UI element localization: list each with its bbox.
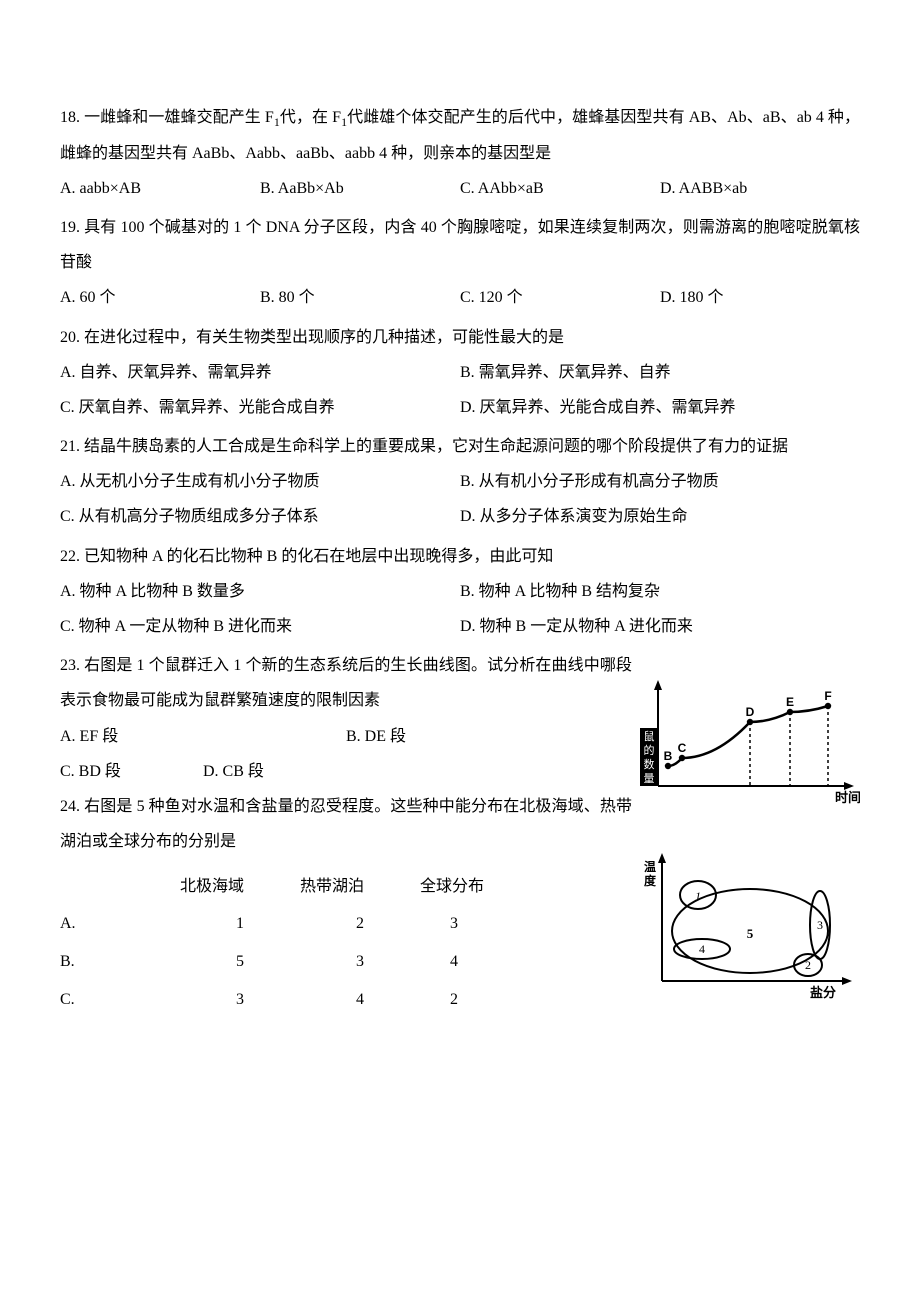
q18-stem-part1: 18. 一雌蜂和一雄蜂交配产生 F bbox=[60, 109, 274, 126]
q20-opt-a: A. 自养、厌氧异养、需氧异养 bbox=[60, 355, 460, 390]
q18-stem-part2: 代，在 F bbox=[280, 109, 341, 126]
cell: 4 bbox=[420, 943, 570, 981]
q22-opt-c: C. 物种 A 一定从物种 B 进化而来 bbox=[60, 609, 460, 644]
q24-header-lead bbox=[60, 869, 180, 904]
q21-opt-b: B. 从有机小分子形成有机高分子物质 bbox=[460, 464, 860, 499]
question-19: 19. 具有 100 个碱基对的 1 个 DNA 分子区段，内含 40 个胸腺嘧… bbox=[60, 210, 860, 316]
exam-page: 18. 一雌蜂和一雄蜂交配产生 F1代，在 F1代雌雄个体交配产生的后代中，雄蜂… bbox=[0, 0, 920, 1302]
q18-opt-b: B. AaBb×Ab bbox=[260, 171, 460, 206]
q23-options: A. EF 段 B. DE 段 C. BD 段 D. CB 段 bbox=[60, 719, 632, 789]
q18-opt-d: D. AABB×ab bbox=[660, 171, 860, 206]
svg-text:量: 量 bbox=[644, 772, 655, 785]
q24-header-col1: 北极海域 bbox=[180, 869, 300, 904]
q23-figure: 鼠的数量BC D E F 时间 bbox=[640, 678, 860, 821]
q21-opt-a: A. 从无机小分子生成有机小分子物质 bbox=[60, 464, 460, 499]
q19-opt-c: C. 120 个 bbox=[460, 280, 660, 315]
table-row: C.342 bbox=[60, 981, 640, 1019]
q21-stem: 21. 结晶牛胰岛素的人工合成是生命科学上的重要成果，它对生命起源问题的哪个阶段… bbox=[60, 429, 860, 464]
q24-figure: 温度盐分 5 1 3 2 4 bbox=[640, 853, 860, 1016]
q23-opt-a: A. EF 段 bbox=[60, 719, 346, 754]
svg-text:时间: 时间 bbox=[835, 790, 860, 805]
q22-options: A. 物种 A 比物种 B 数量多 B. 物种 A 比物种 B 结构复杂 C. … bbox=[60, 574, 860, 644]
row-lead: C. bbox=[60, 981, 180, 1019]
question-24: 北极海域 热带湖泊 全球分布 A.123B.534C.342 温度盐分51324 bbox=[60, 863, 860, 1026]
row-lead: A. bbox=[60, 905, 180, 943]
cell: 4 bbox=[300, 981, 420, 1019]
svg-text:的: 的 bbox=[644, 743, 655, 757]
svg-text:温: 温 bbox=[644, 860, 656, 874]
q22-opt-b: B. 物种 A 比物种 B 结构复杂 bbox=[460, 574, 860, 609]
q22-opt-a: A. 物种 A 比物种 B 数量多 bbox=[60, 574, 460, 609]
table-row: A.123 bbox=[60, 905, 640, 943]
question-18: 18. 一雌蜂和一雄蜂交配产生 F1代，在 F1代雌雄个体交配产生的后代中，雄蜂… bbox=[60, 100, 860, 206]
question-22: 22. 已知物种 A 的化石比物种 B 的化石在地层中出现晚得多，由此可知 A.… bbox=[60, 539, 860, 645]
q23-opt-b: B. DE 段 bbox=[346, 719, 632, 754]
cell: 2 bbox=[300, 905, 420, 943]
svg-text:3: 3 bbox=[817, 918, 823, 932]
svg-text:D: D bbox=[746, 705, 755, 719]
svg-text:盐分: 盐分 bbox=[810, 985, 836, 1000]
q22-opt-d: D. 物种 B 一定从物种 A 进化而来 bbox=[460, 609, 860, 644]
q23-stem: 23. 右图是 1 个鼠群迁入 1 个新的生态系统后的生长曲线图。试分析在曲线中… bbox=[60, 648, 632, 718]
q19-opt-a: A. 60 个 bbox=[60, 280, 260, 315]
svg-text:C: C bbox=[678, 741, 687, 755]
q22-stem: 22. 已知物种 A 的化石比物种 B 的化石在地层中出现晚得多，由此可知 bbox=[60, 539, 860, 574]
q20-stem: 20. 在进化过程中，有关生物类型出现顺序的几种描述，可能性最大的是 bbox=[60, 320, 860, 355]
q23-opt-d: D. CB 段 bbox=[203, 754, 346, 789]
svg-text:4: 4 bbox=[699, 942, 705, 956]
q24-rows: A.123B.534C.342 bbox=[60, 905, 640, 1020]
growth-curve-chart: 鼠的数量BC D E F 时间 bbox=[640, 678, 860, 808]
svg-text:度: 度 bbox=[644, 873, 657, 888]
cell: 2 bbox=[420, 981, 570, 1019]
svg-text:鼠: 鼠 bbox=[644, 729, 655, 743]
cell: 3 bbox=[300, 943, 420, 981]
fish-tolerance-chart: 温度盐分 5 1 3 2 4 bbox=[640, 853, 860, 1003]
cell: 1 bbox=[180, 905, 300, 943]
question-21: 21. 结晶牛胰岛素的人工合成是生命科学上的重要成果，它对生命起源问题的哪个阶段… bbox=[60, 429, 860, 535]
svg-text:F: F bbox=[824, 689, 831, 703]
cell: 3 bbox=[180, 981, 300, 1019]
cell: 3 bbox=[420, 905, 570, 943]
q21-options: A. 从无机小分子生成有机小分子物质 B. 从有机小分子形成有机高分子物质 C.… bbox=[60, 464, 860, 534]
q18-opt-c: C. AAbb×aB bbox=[460, 171, 660, 206]
cell: 5 bbox=[180, 943, 300, 981]
q24-header-col2: 热带湖泊 bbox=[300, 869, 420, 904]
q24-table-header: 北极海域 热带湖泊 全球分布 bbox=[60, 869, 640, 904]
q20-opt-b: B. 需氧异养、厌氧异养、自养 bbox=[460, 355, 860, 390]
q23-opt-c: C. BD 段 bbox=[60, 754, 203, 789]
svg-text:1: 1 bbox=[695, 889, 701, 903]
svg-text:B: B bbox=[664, 749, 673, 763]
svg-text:E: E bbox=[786, 695, 794, 709]
q20-opt-c: C. 厌氧自养、需氧异养、光能合成自养 bbox=[60, 390, 460, 425]
q19-options: A. 60 个 B. 80 个 C. 120 个 D. 180 个 bbox=[60, 280, 860, 315]
q19-stem: 19. 具有 100 个碱基对的 1 个 DNA 分子区段，内含 40 个胸腺嘧… bbox=[60, 210, 860, 280]
question-20: 20. 在进化过程中，有关生物类型出现顺序的几种描述，可能性最大的是 A. 自养… bbox=[60, 320, 860, 426]
q21-opt-c: C. 从有机高分子物质组成多分子体系 bbox=[60, 499, 460, 534]
q21-opt-d: D. 从多分子体系演变为原始生命 bbox=[460, 499, 860, 534]
q18-stem: 18. 一雌蜂和一雄蜂交配产生 F1代，在 F1代雌雄个体交配产生的后代中，雄蜂… bbox=[60, 100, 860, 171]
q24-header-col3: 全球分布 bbox=[420, 869, 540, 904]
svg-text:5: 5 bbox=[747, 926, 754, 941]
q20-opt-d: D. 厌氧异养、光能合成自养、需氧异养 bbox=[460, 390, 860, 425]
svg-text:2: 2 bbox=[805, 958, 811, 972]
q18-options: A. aabb×AB B. AaBb×Ab C. AAbb×aB D. AABB… bbox=[60, 171, 860, 206]
q19-opt-d: D. 180 个 bbox=[660, 280, 860, 315]
q18-opt-a: A. aabb×AB bbox=[60, 171, 260, 206]
q20-options: A. 自养、厌氧异养、需氧异养 B. 需氧异养、厌氧异养、自养 C. 厌氧自养、… bbox=[60, 355, 860, 425]
question-23: 23. 右图是 1 个鼠群迁入 1 个新的生态系统后的生长曲线图。试分析在曲线中… bbox=[60, 648, 860, 859]
q24-stem: 24. 右图是 5 种鱼对水温和含盐量的忍受程度。这些种中能分布在北极海域、热带… bbox=[60, 789, 632, 859]
row-lead: B. bbox=[60, 943, 180, 981]
q19-opt-b: B. 80 个 bbox=[260, 280, 460, 315]
table-row: B.534 bbox=[60, 943, 640, 981]
svg-text:数: 数 bbox=[644, 758, 655, 771]
